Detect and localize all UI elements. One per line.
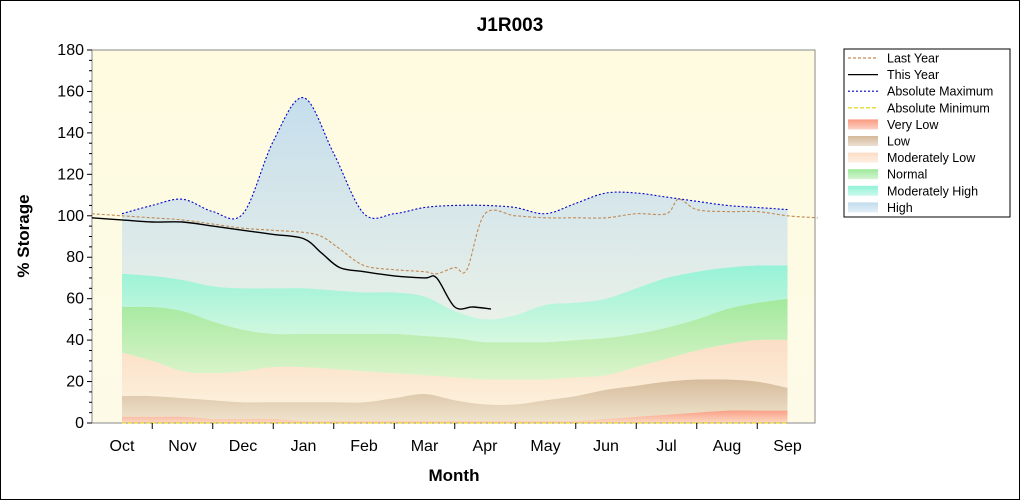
x-tick-label: Oct — [110, 438, 135, 455]
y-tick-label: 20 — [66, 374, 84, 391]
legend-label: Low — [887, 135, 911, 149]
band-moderately-low — [122, 339, 788, 405]
x-tick-label: Dec — [229, 438, 257, 455]
x-tick-label: May — [530, 438, 560, 455]
y-tick-label: 140 — [57, 125, 84, 142]
x-tick-label: Jan — [291, 438, 317, 455]
chart-title: J1R003 — [477, 15, 544, 36]
legend-swatch — [848, 152, 878, 163]
legend-swatch — [848, 119, 878, 130]
series-this-year — [91, 217, 492, 310]
x-axis-title: Month — [429, 466, 480, 485]
band-low — [122, 379, 788, 422]
legend-label: Last Year — [887, 52, 939, 66]
legend-swatch — [848, 169, 878, 180]
y-tick-label: 0 — [75, 415, 84, 432]
y-tick-label: 160 — [57, 83, 84, 100]
series-absolute-maximum — [121, 97, 788, 220]
legend-label: Very Low — [887, 118, 939, 132]
legend-label: Moderately High — [887, 184, 978, 198]
legend-swatch — [848, 136, 878, 146]
legend-label: Moderately Low — [887, 151, 976, 165]
axes: 0 20 40 60 80 100 120 140 160 180 Oct Nov Dec Jan Feb M… — [57, 42, 802, 455]
legend: Last Year This Year Absolute Maximum Absolu… — [843, 48, 1011, 218]
legend-label: Normal — [887, 168, 927, 182]
legend-label: Absolute Minimum — [887, 101, 990, 115]
band-very-low — [122, 410, 788, 423]
percentile-bands — [122, 97, 788, 423]
band-moderately-high — [122, 265, 788, 343]
x-tick-label: Aug — [713, 438, 741, 455]
x-tick-label: Mar — [411, 438, 439, 455]
series-last-year — [91, 198, 818, 275]
legend-label: High — [887, 201, 913, 215]
y-tick-label: 180 — [57, 42, 84, 59]
y-axis-title: % Storage — [14, 194, 33, 277]
legend-label: This Year — [887, 68, 939, 82]
legend-swatch — [848, 202, 878, 213]
band-high — [122, 97, 788, 320]
x-tick-label: Jun — [593, 438, 619, 455]
x-tick-label: Sep — [773, 438, 802, 455]
y-tick-label: 100 — [57, 208, 84, 225]
x-tick-label: Nov — [168, 438, 196, 455]
x-tick-label: Jul — [656, 438, 676, 455]
y-tick-label: 120 — [57, 166, 84, 183]
y-tick-label: 80 — [66, 249, 84, 266]
legend-swatch — [848, 185, 878, 196]
x-tick-label: Apr — [473, 438, 499, 455]
band-normal — [122, 298, 788, 380]
x-tick-label: Feb — [350, 438, 378, 455]
y-tick-label: 60 — [66, 291, 84, 308]
legend-label: Absolute Maximum — [887, 85, 993, 99]
y-tick-label: 40 — [66, 332, 84, 349]
